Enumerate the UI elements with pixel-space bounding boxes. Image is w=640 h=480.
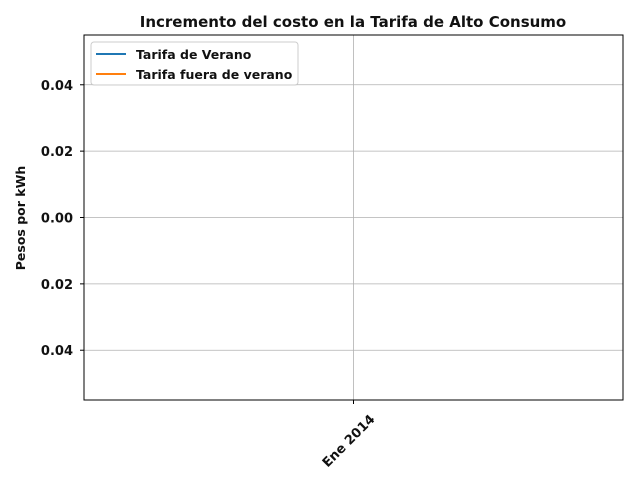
legend: Tarifa de Verano Tarifa fuera de verano <box>90 41 299 86</box>
legend-label-1: Tarifa fuera de verano <box>136 67 293 82</box>
y-axis-ticks: 0.04 0.02 0.00 0.02 0.04 <box>41 79 84 359</box>
y-tick-label: 0.02 <box>41 278 73 293</box>
legend-label-0: Tarifa de Verano <box>136 47 252 62</box>
y-axis-label: Pesos por kWh <box>13 166 28 271</box>
chart-title: Incremento del costo en la Tarifa de Alt… <box>140 13 567 31</box>
legend-box <box>90 41 299 86</box>
y-tick-label: 0.00 <box>41 212 73 227</box>
y-tick-label: 0.02 <box>41 145 73 160</box>
y-tick-label: 0.04 <box>41 344 73 359</box>
y-tick-label: 0.04 <box>41 79 73 94</box>
